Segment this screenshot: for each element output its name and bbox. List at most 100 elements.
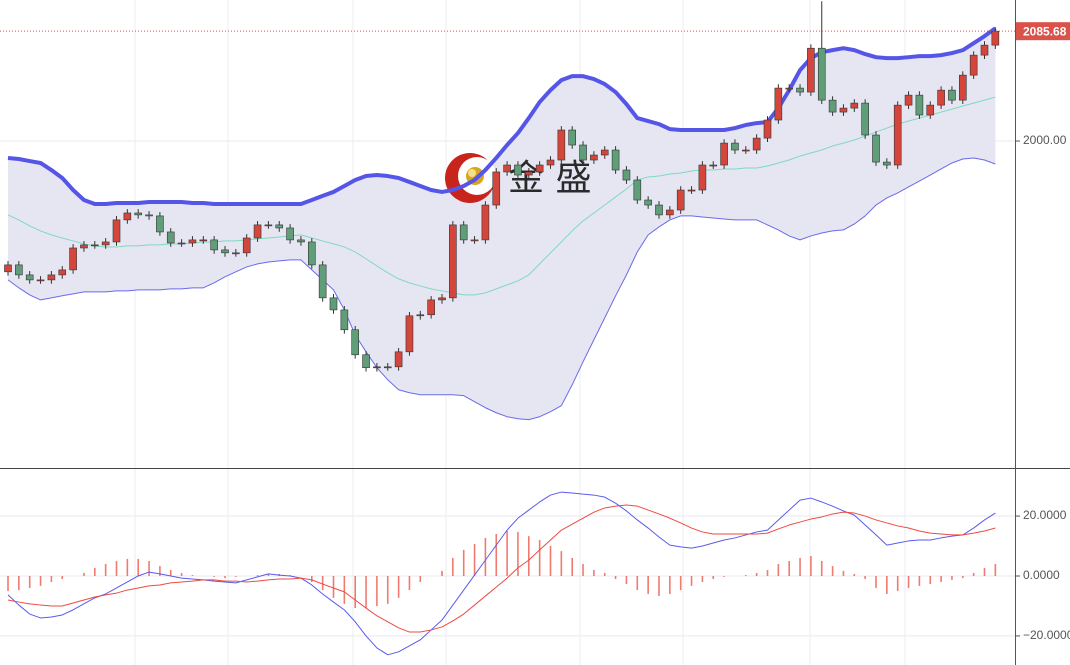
candle-body: [91, 244, 99, 247]
candle-body: [666, 209, 674, 216]
candle-body: [286, 227, 294, 241]
last-price-badge: [1016, 22, 1070, 41]
candle-body: [752, 137, 761, 151]
candle-body: [568, 129, 577, 146]
candle-body: [579, 144, 587, 161]
candle-body: [199, 239, 208, 242]
candle-body: [915, 94, 924, 116]
candle-body: [980, 44, 989, 56]
candle-body: [937, 89, 945, 106]
candle-body: [438, 297, 446, 301]
candle-body: [524, 171, 533, 176]
candle-body: [546, 159, 555, 166]
candle-body: [134, 212, 142, 216]
candle-body: [720, 142, 728, 166]
candle-body: [36, 279, 45, 282]
candle-body: [796, 87, 804, 93]
candle-body: [112, 219, 121, 243]
candle-body: [275, 224, 284, 229]
candle-body: [839, 107, 848, 113]
candle-body: [329, 297, 338, 311]
candle-body: [514, 164, 522, 176]
candle-body: [394, 351, 403, 368]
candle-body: [242, 237, 251, 254]
candle-body: [405, 315, 414, 353]
candle-body: [828, 99, 837, 113]
candle-body: [4, 264, 12, 273]
y-tick-label: 2000.00: [1023, 133, 1067, 147]
candle-body: [264, 224, 273, 227]
candle-body: [741, 149, 750, 152]
candle-body: [655, 204, 663, 216]
candle-body: [676, 189, 685, 211]
candle-body: [340, 309, 349, 331]
candle-body: [362, 354, 370, 369]
candle-body: [470, 239, 479, 242]
candle-body: [307, 241, 316, 266]
candle-body: [351, 329, 360, 356]
y-tick-label: −20.0000: [1023, 628, 1070, 642]
candle-body: [709, 164, 718, 167]
candle-body: [449, 224, 457, 299]
candle-body: [492, 171, 501, 206]
macd-line: [7, 504, 996, 633]
candle-body: [373, 366, 381, 369]
last-price-label: 2085.68: [1023, 24, 1067, 38]
candle-body: [427, 299, 435, 316]
candle-body: [991, 30, 1000, 46]
candle-body: [47, 274, 56, 281]
candle-body: [763, 119, 772, 139]
candle-body: [503, 164, 511, 173]
candle-body: [698, 164, 707, 191]
candle-body: [15, 264, 23, 276]
candle-body: [80, 244, 88, 249]
candle-body: [156, 215, 164, 233]
candle-body: [633, 179, 642, 201]
candle-body: [232, 252, 240, 255]
indicator-line: [7, 96, 996, 296]
candle-body: [459, 224, 468, 241]
candle-body: [644, 199, 652, 206]
candle-body: [590, 154, 598, 161]
candle-body: [958, 74, 967, 101]
candle-body: [145, 214, 153, 217]
candle-body: [817, 47, 826, 101]
candle-body: [481, 204, 490, 241]
candle-body: [297, 239, 305, 243]
candle-body: [807, 47, 815, 93]
candle-body: [850, 102, 859, 109]
candle-body: [188, 239, 197, 244]
candle-body: [25, 274, 34, 281]
watermark-logo: [468, 169, 476, 177]
y-tick-label: 0.0000: [1023, 568, 1060, 582]
candle-body: [872, 134, 880, 163]
candle-body: [101, 241, 110, 246]
candle-body: [969, 54, 978, 76]
candle-body: [383, 366, 392, 369]
candle-body: [210, 239, 218, 251]
candle-body: [926, 104, 935, 116]
candle-body: [611, 149, 620, 171]
indicator-line: [7, 26, 997, 206]
candle-body: [600, 149, 609, 156]
macd-line: [7, 491, 996, 656]
candle-body: [948, 89, 956, 101]
candle-body: [883, 161, 891, 166]
candle-body: [774, 87, 783, 121]
candle-body: [416, 314, 425, 317]
candle-body: [123, 212, 132, 221]
candle-body: [622, 169, 631, 181]
candle-body: [785, 87, 794, 90]
candle-body: [893, 104, 902, 166]
candle-body: [69, 247, 77, 271]
candle-body: [221, 249, 229, 254]
candle-body: [318, 264, 327, 299]
candle-body: [687, 189, 696, 192]
indicator-line: [7, 157, 996, 421]
candle-body: [535, 164, 544, 173]
candle-body: [861, 102, 869, 136]
candle-body: [166, 231, 175, 244]
candle-body: [731, 142, 739, 151]
